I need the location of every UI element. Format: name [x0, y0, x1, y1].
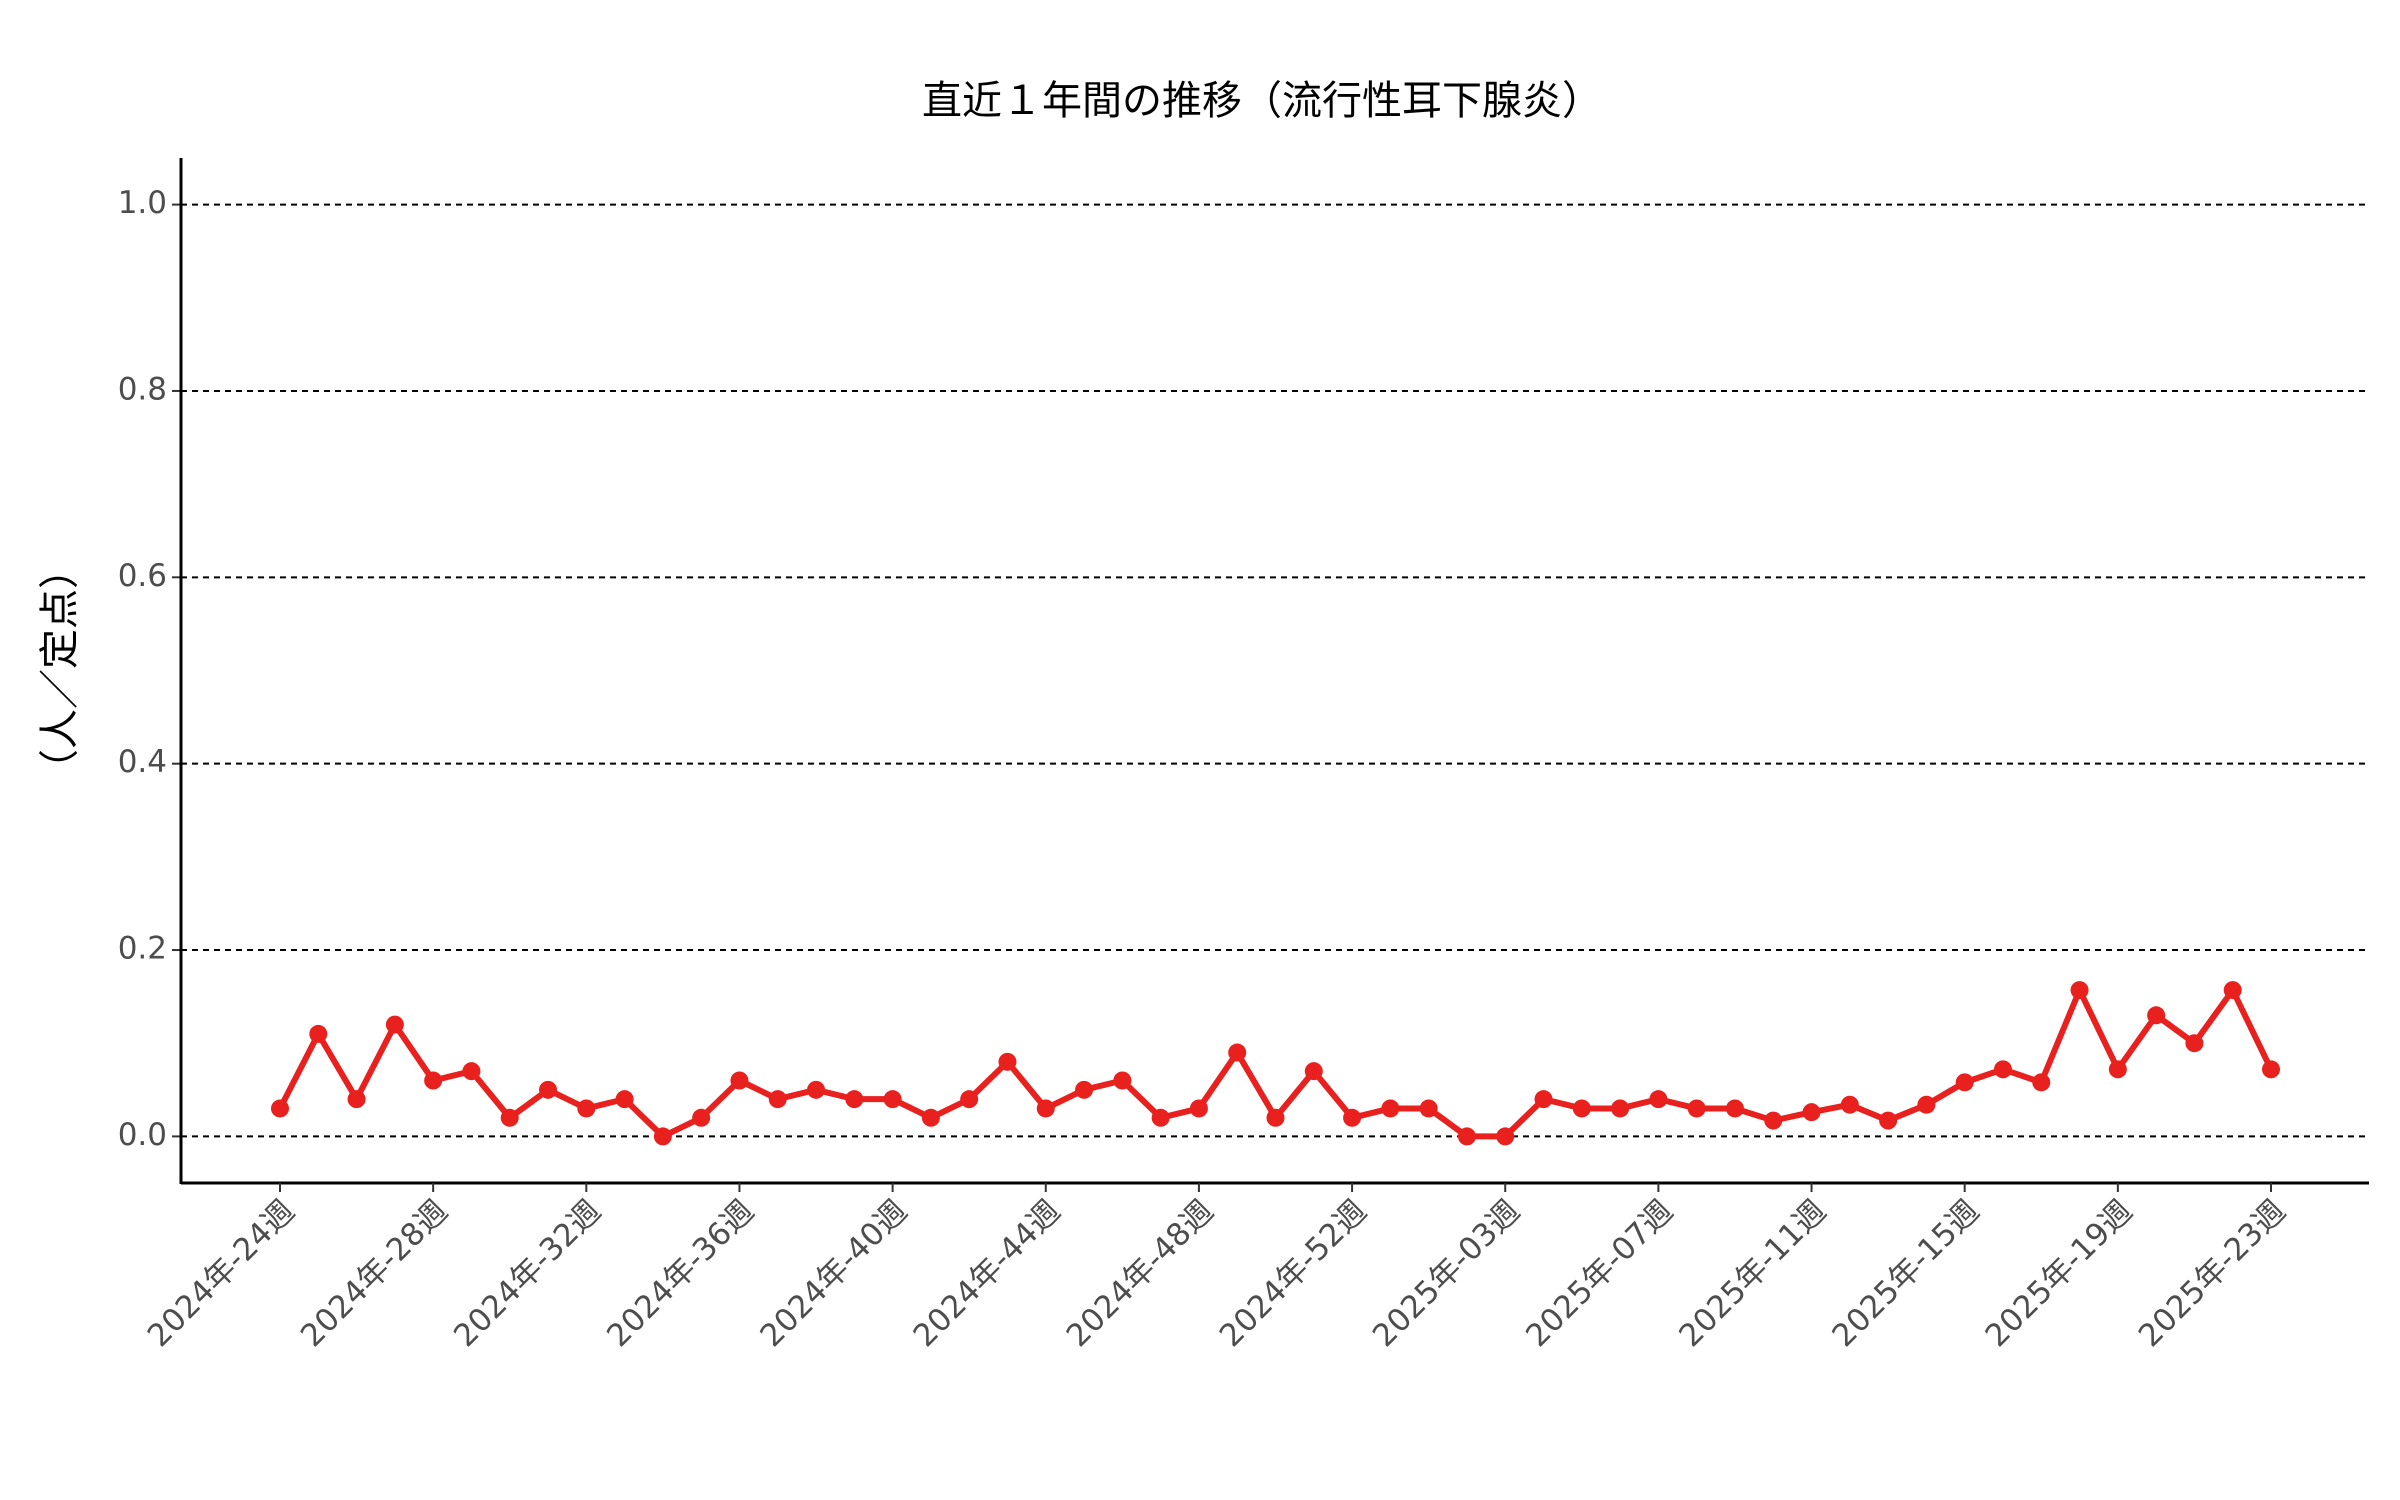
point	[1343, 1108, 1362, 1127]
point	[730, 1071, 749, 1090]
point	[2108, 1060, 2127, 1079]
point	[1304, 1062, 1323, 1081]
point	[271, 1099, 289, 1118]
point	[2262, 1060, 2280, 1079]
point	[921, 1108, 940, 1127]
point	[2147, 1006, 2166, 1025]
point	[1113, 1071, 1132, 1090]
point	[347, 1090, 366, 1109]
point	[424, 1071, 443, 1090]
point	[1725, 1099, 1744, 1118]
point	[385, 1015, 404, 1034]
point	[1687, 1099, 1706, 1118]
point	[539, 1080, 558, 1099]
point	[462, 1062, 481, 1081]
point	[1189, 1099, 1208, 1118]
point	[1381, 1099, 1400, 1118]
point	[2032, 1073, 2051, 1092]
point	[1036, 1099, 1055, 1118]
y-tick-label: 0.8	[118, 371, 167, 407]
point	[1534, 1090, 1553, 1109]
point	[1840, 1095, 1859, 1114]
point	[998, 1052, 1017, 1071]
point	[1764, 1111, 1783, 1130]
point	[1993, 1060, 2012, 1079]
point	[500, 1108, 519, 1127]
point	[1419, 1099, 1438, 1118]
y-axis-label: （人／定点）	[37, 549, 83, 789]
point	[309, 1024, 328, 1043]
chart-title: 直近１年間の推移（流行性耳下腺炎）	[922, 78, 1602, 124]
point	[960, 1090, 979, 1109]
point	[1266, 1108, 1285, 1127]
y-tick-label: 0.6	[118, 558, 167, 594]
point	[2070, 981, 2089, 1000]
point	[1151, 1108, 1170, 1127]
point	[1649, 1090, 1668, 1109]
y-tick-label: 0.2	[118, 931, 167, 967]
point	[768, 1090, 787, 1109]
point	[692, 1108, 711, 1127]
y-tick-label: 0.4	[118, 744, 167, 780]
point	[1075, 1080, 1094, 1099]
point	[2223, 981, 2242, 1000]
point	[1496, 1127, 1515, 1146]
point	[1228, 1043, 1247, 1062]
point	[1955, 1073, 1974, 1092]
y-tick-label: 1.0	[118, 185, 167, 221]
point	[1572, 1099, 1591, 1118]
point	[1917, 1095, 1936, 1114]
point	[615, 1090, 634, 1109]
point	[883, 1090, 902, 1109]
point	[1611, 1099, 1630, 1118]
point	[1802, 1103, 1821, 1122]
point	[1457, 1127, 1476, 1146]
y-tick-label: 0.0	[118, 1117, 167, 1153]
point	[1879, 1111, 1898, 1130]
point	[807, 1080, 826, 1099]
point	[653, 1127, 672, 1146]
point	[2185, 1034, 2204, 1053]
point	[577, 1099, 596, 1118]
point	[845, 1090, 864, 1109]
